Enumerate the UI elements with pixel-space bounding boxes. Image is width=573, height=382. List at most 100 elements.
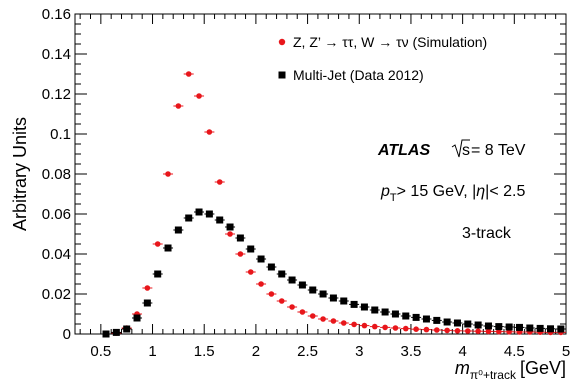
legend-label-simulation: Z, Z’ → ττ, W → τν (Simulation) [293,34,487,50]
data-point [413,326,419,333]
data-point [371,323,378,330]
data-point [454,328,461,334]
y-tick-label: 0.16 [42,6,71,23]
data-point [257,255,265,263]
data-point [174,226,182,234]
data-point [236,234,244,242]
data-point [422,315,430,323]
data-point [443,318,451,326]
data-point [412,313,420,321]
legend-marker-simulation [278,38,286,46]
data-point [505,323,513,331]
data-point [175,103,182,109]
y-tick-label: 0.08 [42,166,71,183]
x-tick-label: 3 [355,343,363,360]
data-point [495,323,503,331]
data-point [433,327,440,333]
data-point [330,318,337,324]
sqrt-symbol [451,139,470,158]
data-point [402,325,409,332]
sqrt-s-label: s [462,142,470,159]
data-point [402,312,410,320]
track-label: 3-track [462,225,512,242]
data-point [382,324,388,331]
data-point [546,325,554,333]
data-point [484,322,492,330]
data-point [381,308,389,316]
x-axis-label-main: m [455,358,470,378]
data-point [423,326,430,333]
data-point [288,276,296,284]
y-tick-label: 0.04 [42,246,71,263]
x-tick-label: 4 [458,343,466,360]
pt-rest: > 15 GeV, | [397,183,477,200]
data-series [101,71,566,338]
data-point [433,316,441,324]
data-point [485,328,492,335]
y-axis-label: Arbitrary Units [10,117,30,231]
data-point [319,290,327,298]
data-point [237,251,244,257]
data-point [247,245,255,253]
x-tick-label: 0.5 [90,343,111,360]
x-axis-label-subscript: π⁰+track [470,368,517,382]
data-point [289,304,295,310]
x-axis-label-unit: [GeV] [520,358,566,378]
x-tick-label: 2.5 [297,343,318,360]
data-point [247,269,254,275]
data-point [123,325,131,333]
y-tick-label: 0.02 [42,286,71,303]
data-point [196,93,202,99]
legend: Z, Z’ → ττ, W → τν (Simulation) Multi-Je… [278,34,487,83]
data-point [391,310,399,318]
data-point [143,299,151,307]
data-point [557,325,565,333]
data-point [164,244,172,252]
data-point [350,300,358,308]
pt-p: p [380,183,390,200]
data-point [299,309,306,315]
data-point [474,321,482,329]
data-point [340,320,347,326]
x-tick-label: 1.5 [194,343,215,360]
x-tick-label: 5 [562,343,570,360]
data-point [216,216,224,224]
data-point [206,129,213,135]
data-point [133,314,141,322]
data-point [154,241,161,247]
y-tick-label: 0.06 [42,206,71,223]
series-multijet [101,208,566,338]
data-point [465,328,471,334]
data-point [309,313,316,319]
data-point [278,270,286,278]
data-point [526,324,534,332]
data-point [475,328,481,335]
y-axis-ticks: 0 0.02 0.04 0.06 0.08 0.1 0.12 0.14 0.16 [42,6,566,343]
data-point [392,325,399,331]
data-point [144,285,151,291]
x-tick-label: 3.5 [401,343,422,360]
data-point [464,320,472,328]
atlas-text: ATLAS [377,142,430,159]
data-point [268,291,275,297]
data-point [340,297,348,305]
y-tick-label: 0.12 [42,86,71,103]
data-point [309,286,317,294]
x-tick-label: 1 [148,343,156,360]
data-point [165,171,171,177]
data-point [227,231,233,237]
data-point [185,214,193,222]
legend-label-multijet: Multi-Jet (Data 2012) [293,67,424,83]
energy-label: = 8 TeV [471,142,526,159]
y-tick-label: 0.14 [42,46,71,63]
eta-rest: |< 2.5 [485,183,525,200]
pt-eta-cut-label: pT> 15 GeV, |η|< 2.5 [380,183,525,204]
data-point [329,294,337,302]
x-axis-label: mπ⁰+track [GeV] [455,358,566,382]
data-point [154,270,162,278]
data-point [453,319,461,327]
y-tick-label: 0.1 [50,126,71,143]
eta-symbol: η [476,183,485,200]
data-point [112,328,120,336]
